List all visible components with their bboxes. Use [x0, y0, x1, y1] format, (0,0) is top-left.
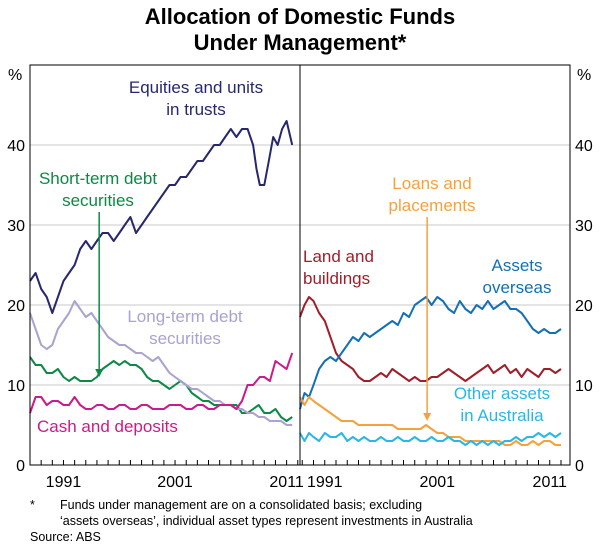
series-long-term-debt-securities [29, 300, 293, 426]
label-equities-and-units-in-trusts: Equities and units [129, 78, 263, 97]
footnote-line-1: Funds under management are on a consolid… [60, 498, 423, 512]
plot-frame [29, 64, 571, 466]
series-loans-and-placements [299, 396, 561, 446]
footnote-line-2: ‘assets overseas’, individual asset type… [60, 514, 473, 528]
x-tick-label: 2001 [157, 474, 193, 491]
x-tick-label: 1991 [307, 474, 343, 491]
series-land-and-buildings [299, 296, 562, 382]
series-equities-and-units-in-trusts [29, 120, 294, 314]
footnote-continued: ‘assets overseas’, individual asset type… [30, 513, 595, 529]
y-unit-right: % [577, 67, 591, 84]
series-cash-and-deposits [29, 352, 294, 414]
y-tick-label-right: 30 [575, 218, 593, 235]
y-tick-label-left: 20 [7, 298, 25, 315]
footnote-marker: * [30, 498, 35, 512]
label-loans-and-placements: Loans and [392, 174, 471, 193]
label-long-term-debt-securities: securities [149, 329, 221, 348]
source-note: Source: ABS [30, 530, 101, 544]
y-tick-label-left: 0 [16, 458, 25, 475]
y-tick-label-right: 0 [575, 458, 584, 475]
y-tick-label-right: 20 [575, 298, 593, 315]
y-tick-label-left: 30 [7, 218, 25, 235]
y-tick-label-right: 10 [575, 378, 593, 395]
footnotes: * Funds under management are on a consol… [30, 497, 595, 545]
chart-subtitle: Under Management* [194, 30, 407, 55]
loans-arrow-head [423, 413, 432, 421]
label-other-assets-in-australia: in Australia [460, 406, 544, 425]
label-cash-and-deposits: Cash and deposits [37, 417, 178, 436]
short-term-debt-arrow-head [95, 369, 104, 377]
series-other-assets-in-australia [299, 432, 562, 446]
label-long-term-debt-securities: Long-term debt [127, 307, 243, 326]
x-tick-label: 2011 [533, 474, 568, 491]
series-lines [29, 120, 562, 446]
label-land-and-buildings: Land and [303, 247, 374, 266]
label-equities-and-units-in-trusts: in trusts [166, 100, 226, 119]
chart-title: Allocation of Domestic Funds [145, 4, 455, 29]
label-short-term-debt-securities: securities [62, 191, 134, 210]
label-other-assets-in-australia: Other assets [454, 384, 550, 403]
y-tick-label-left: 40 [7, 138, 25, 155]
y-tick-label-left: 10 [7, 378, 25, 395]
y-tick-label-right: 40 [575, 138, 593, 155]
x-tick-label: 2011 [269, 474, 304, 491]
label-assets-overseas: overseas [483, 278, 552, 297]
label-assets-overseas: Assets [491, 256, 542, 275]
x-tick-label: 1991 [46, 474, 82, 491]
series-short-term-debt-securities [29, 356, 293, 422]
x-tick-label: 2001 [419, 474, 455, 491]
footnote: * Funds under management are on a consol… [30, 497, 595, 513]
y-unit-left: % [8, 67, 22, 84]
label-short-term-debt-securities: Short-term debt [39, 169, 157, 188]
label-loans-and-placements: placements [389, 196, 476, 215]
label-land-and-buildings: buildings [303, 269, 370, 288]
series-assets-overseas [299, 296, 562, 410]
